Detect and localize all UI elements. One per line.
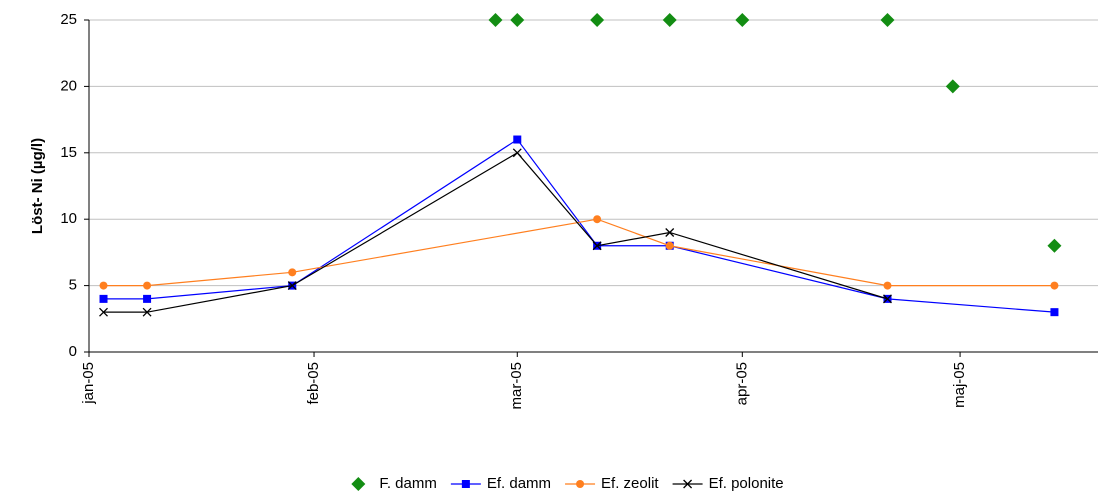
point (883, 294, 892, 304)
legend-label: Ef. damm (487, 475, 551, 492)
y-tick-label: 15 (60, 144, 77, 161)
point (590, 13, 605, 27)
legend-label: F. damm (379, 475, 437, 492)
y-tick-label: 10 (60, 210, 77, 227)
point (488, 13, 503, 27)
point (99, 281, 108, 290)
point (735, 13, 750, 27)
point (1050, 281, 1059, 290)
point (945, 79, 960, 94)
legend-item: Ef. damm (450, 475, 551, 492)
x-tick-label: maj-05 (951, 362, 968, 408)
series-line (103, 138, 1055, 313)
point (287, 281, 297, 291)
point (1050, 308, 1059, 317)
x-tick-label: apr-05 (733, 362, 750, 405)
point (593, 215, 602, 224)
legend-marker (461, 480, 470, 488)
point (883, 281, 892, 290)
legend-label: Ef. polonite (709, 475, 784, 492)
point (510, 13, 525, 27)
point (99, 294, 108, 303)
point (662, 13, 677, 27)
legend: F. damm Ef. damm Ef. zeolit Ef. polonite (351, 475, 784, 492)
legend-marker (576, 480, 585, 488)
x-tick-label: jan-05 (80, 362, 97, 405)
legend-label: Ef. zeolit (601, 475, 659, 492)
point (665, 228, 675, 237)
point (880, 13, 895, 27)
point (592, 241, 602, 251)
legend-item: Ef. zeolit (565, 475, 659, 492)
point (142, 307, 152, 317)
y-tick-label: 5 (69, 277, 77, 294)
point (512, 148, 522, 158)
y-tick-label: 25 (60, 11, 77, 28)
point (665, 241, 674, 250)
x-tick-label: feb-05 (305, 362, 322, 405)
series-line (103, 152, 888, 313)
y-tick-label: 0 (69, 343, 77, 360)
point (513, 135, 522, 144)
x-tick-label: mar-05 (508, 362, 525, 410)
legend-marker (351, 477, 366, 491)
point (99, 307, 108, 317)
legend-item: Ef. polonite (672, 475, 784, 492)
legend-marker (683, 479, 693, 489)
series-line (103, 218, 1055, 287)
point (143, 294, 152, 303)
y-axis-label: Löst- Ni (µg/l) (29, 138, 46, 234)
point (288, 268, 297, 277)
y-tick-label: 20 (60, 77, 77, 94)
point (1047, 238, 1062, 253)
legend-item: F. damm (351, 475, 437, 492)
point (143, 281, 152, 290)
